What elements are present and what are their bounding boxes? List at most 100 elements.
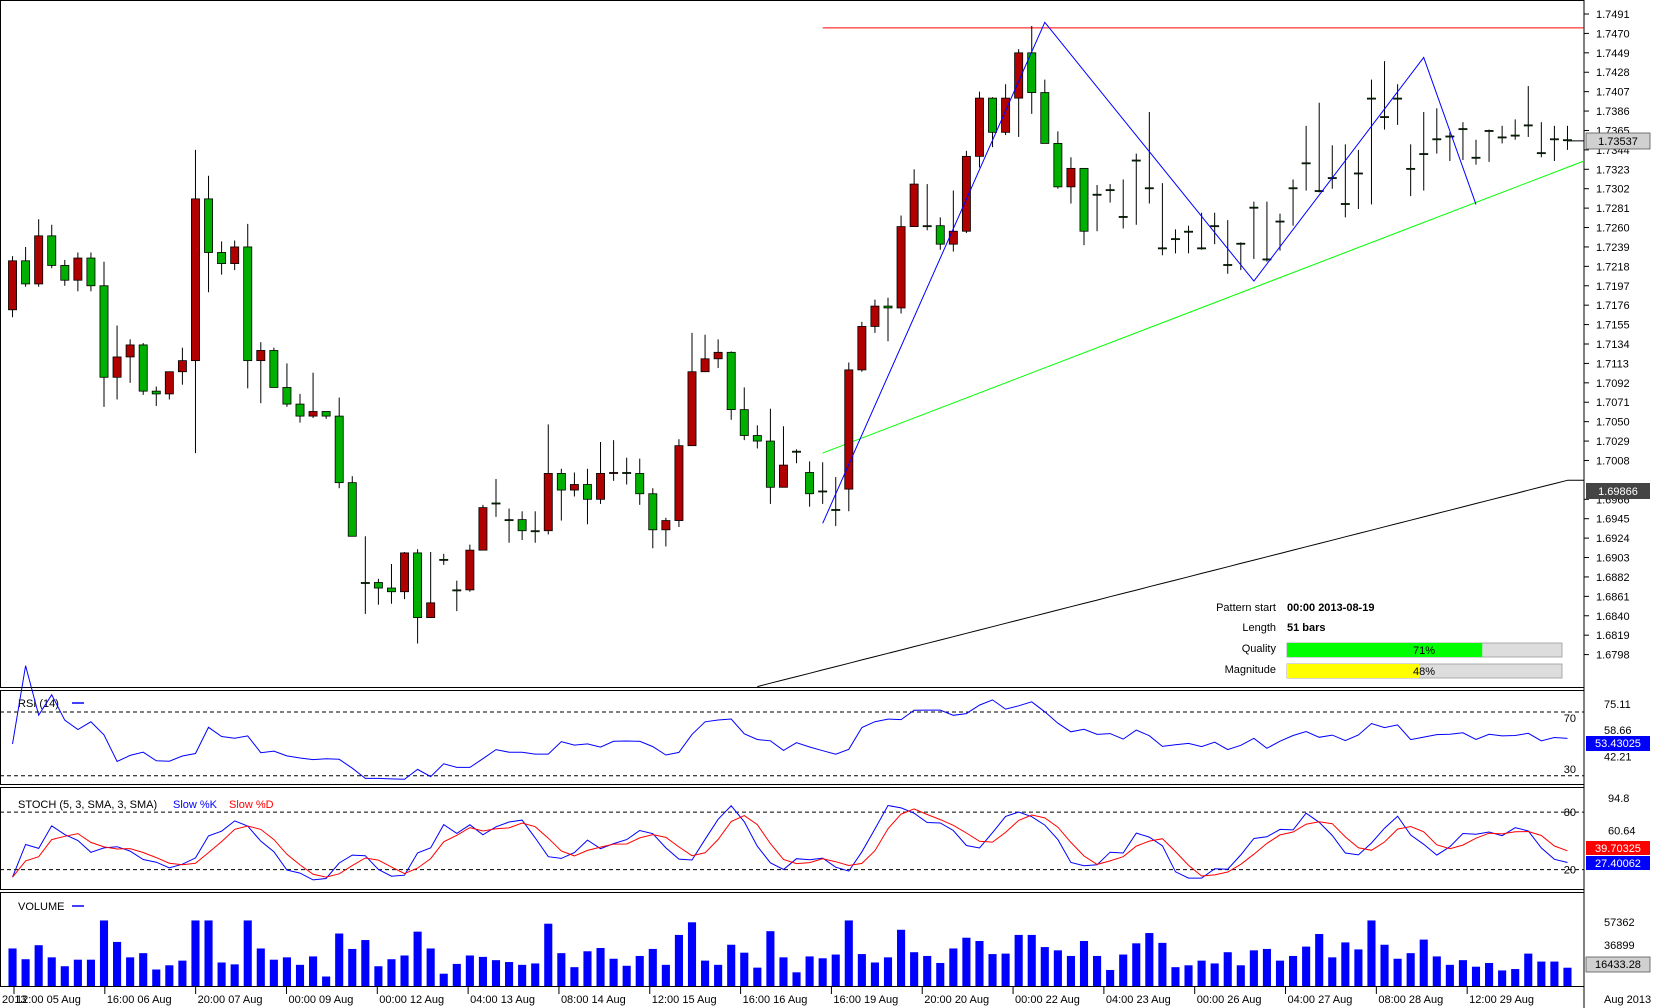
volume-bar <box>86 959 95 986</box>
price-tick-label: 1.7029 <box>1596 436 1630 448</box>
candle-body <box>125 344 135 358</box>
volume-bar <box>609 958 618 986</box>
candle-body <box>8 260 17 311</box>
volume-bar <box>1040 947 1049 986</box>
candle-body <box>583 484 592 500</box>
candle-body <box>347 482 357 537</box>
volume-bar <box>282 957 291 986</box>
price-tick-label: 1.7470 <box>1596 28 1630 40</box>
ma-price-label: 1.69866 <box>1598 486 1638 498</box>
quality-label: Quality <box>1242 643 1277 655</box>
volume-bar <box>1419 939 1428 986</box>
price-tick-label: 1.6924 <box>1596 533 1630 545</box>
price-tick-label: 1.7281 <box>1596 203 1630 215</box>
volume-bar <box>1171 967 1180 986</box>
volume-bar <box>648 948 657 986</box>
stoch-d-line <box>12 808 1568 878</box>
volume-bar <box>309 956 318 986</box>
volume-bar <box>910 952 919 986</box>
volume-bar <box>1406 953 1415 986</box>
time-label: 08:00 28 Aug <box>1378 994 1443 1006</box>
candle-body <box>961 155 971 232</box>
volume-bar <box>818 958 827 986</box>
volume-bar <box>387 959 396 986</box>
volume-bar <box>348 948 357 986</box>
candle-body <box>1432 138 1442 141</box>
candle-body <box>1563 139 1572 142</box>
volume-bar <box>47 957 56 986</box>
price-tick-label: 1.7428 <box>1596 67 1630 79</box>
volume-bar <box>1145 933 1154 986</box>
candle-body <box>779 464 788 488</box>
volume-bar <box>1079 940 1089 986</box>
candle-body <box>164 371 174 395</box>
volume-bar <box>1354 949 1363 986</box>
candle-body <box>1144 187 1154 190</box>
volume-panel: VOLUME 57362 36899 16433.28 <box>8 901 1651 986</box>
candle-body <box>988 97 997 133</box>
candle-body <box>975 97 984 157</box>
candle-body <box>34 235 44 285</box>
volume-bar <box>674 934 683 986</box>
volume-bar <box>805 956 814 986</box>
volume-current-label: 16433.28 <box>1595 959 1641 971</box>
time-label: 00:00 22 Aug <box>1015 994 1080 1006</box>
volume-bar <box>687 922 697 986</box>
length-label: Length <box>1242 622 1276 634</box>
rsi-panel: RSI (14) 70 30 75.11 58.66 42.21 53.43025 <box>0 665 1650 780</box>
volume-bar <box>740 952 749 986</box>
volume-bar <box>439 973 448 986</box>
time-label: 12:00 29 Aug <box>1469 994 1534 1006</box>
candle-body <box>596 473 605 500</box>
stoch-d-badge <box>1586 841 1650 855</box>
volume-bar <box>596 948 605 986</box>
rsi-tick-label: 42.21 <box>1604 751 1632 763</box>
candle-body <box>1197 247 1207 250</box>
volume-bar <box>374 966 383 986</box>
price-tick-label: 1.7176 <box>1596 300 1630 312</box>
volume-bar <box>361 940 370 986</box>
zigzag-line <box>822 21 1477 524</box>
volume-bars <box>8 920 1572 986</box>
time-label: 04:00 27 Aug <box>1288 994 1353 1006</box>
volume-bar <box>1027 934 1036 986</box>
candle-body <box>1079 167 1089 232</box>
candle-body <box>295 403 305 417</box>
volume-bar <box>622 965 631 986</box>
volume-bar <box>883 957 893 986</box>
volume-bar <box>243 920 252 986</box>
volume-bar <box>766 931 775 986</box>
candle-body <box>243 246 253 362</box>
volume-bar <box>230 964 239 986</box>
candle-body <box>1092 193 1102 196</box>
volume-bar <box>152 969 161 986</box>
time-label: 20:00 20 Aug <box>924 994 989 1006</box>
support-line <box>822 160 1585 454</box>
candle-body <box>805 472 815 495</box>
ma-price-badge <box>1586 483 1650 499</box>
volume-bar <box>1132 943 1141 986</box>
price-tick-label: 1.7260 <box>1596 223 1630 235</box>
candle-body <box>530 530 540 533</box>
candle-body <box>739 409 749 436</box>
stoch-axis: 80 20 94.8 60.64 <box>0 793 1636 877</box>
candle-body <box>1497 136 1507 139</box>
price-tick-label: 1.7071 <box>1596 397 1630 409</box>
candle-body <box>1053 143 1063 188</box>
volume-bar <box>1471 966 1481 986</box>
volume-bar <box>1445 964 1454 986</box>
stoch-d-label: Slow %D <box>229 799 274 811</box>
volume-bar <box>269 959 278 986</box>
candle-body <box>491 502 501 505</box>
volume-bar <box>1550 961 1559 986</box>
price-tick-label: 1.7197 <box>1596 281 1630 293</box>
quality-bar-fill <box>1287 643 1483 657</box>
candle-body <box>373 582 383 589</box>
candle-body <box>543 473 553 532</box>
candle-body <box>661 520 671 531</box>
volume-bar <box>1066 955 1075 986</box>
volume-bar <box>60 966 69 986</box>
price-tick-label: 1.6945 <box>1596 514 1630 526</box>
candle-body <box>256 350 266 362</box>
